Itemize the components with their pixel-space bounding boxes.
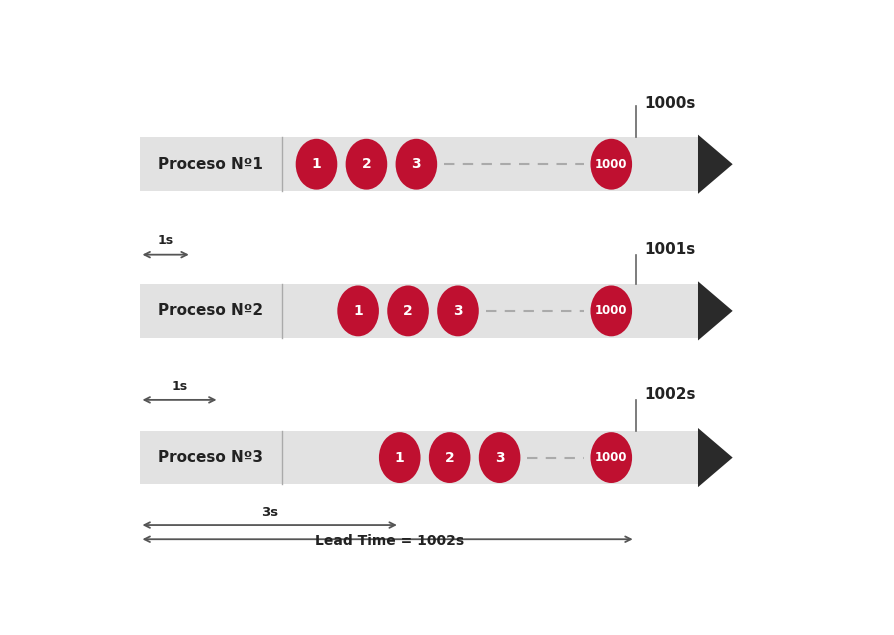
Text: 1000: 1000 (595, 304, 627, 318)
Ellipse shape (395, 139, 436, 190)
Text: 2: 2 (402, 304, 412, 318)
Text: 2: 2 (361, 157, 371, 171)
Ellipse shape (387, 286, 428, 337)
Text: Proceso Nº3: Proceso Nº3 (158, 450, 263, 465)
FancyBboxPatch shape (139, 431, 697, 485)
Ellipse shape (428, 432, 470, 483)
Text: 1: 1 (311, 157, 321, 171)
Text: 1: 1 (353, 304, 363, 318)
Text: 1000: 1000 (595, 451, 627, 464)
Ellipse shape (337, 286, 378, 337)
Text: 1: 1 (394, 451, 404, 465)
Text: Lead Time = 1002s: Lead Time = 1002s (315, 534, 463, 548)
Ellipse shape (436, 286, 478, 337)
Text: 1s: 1s (157, 234, 173, 248)
Text: 1000s: 1000s (643, 96, 695, 110)
Ellipse shape (378, 432, 420, 483)
Text: Proceso Nº1: Proceso Nº1 (158, 157, 263, 171)
Polygon shape (697, 428, 732, 487)
Text: 3: 3 (494, 451, 504, 465)
FancyBboxPatch shape (139, 284, 697, 338)
Text: 3: 3 (411, 157, 421, 171)
Ellipse shape (590, 286, 631, 337)
Text: Proceso Nº2: Proceso Nº2 (158, 304, 263, 318)
FancyBboxPatch shape (139, 137, 697, 191)
Polygon shape (697, 135, 732, 194)
Polygon shape (697, 281, 732, 340)
Ellipse shape (478, 432, 519, 483)
Ellipse shape (295, 139, 337, 190)
Ellipse shape (590, 432, 631, 483)
Text: 1000: 1000 (595, 157, 627, 171)
Text: 3s: 3s (261, 506, 278, 519)
Text: 1002s: 1002s (643, 387, 695, 403)
Text: 3: 3 (452, 304, 462, 318)
Ellipse shape (345, 139, 387, 190)
Text: 1s: 1s (172, 380, 188, 392)
Text: 1001s: 1001s (643, 243, 695, 257)
Ellipse shape (590, 139, 631, 190)
Text: 2: 2 (444, 451, 454, 465)
